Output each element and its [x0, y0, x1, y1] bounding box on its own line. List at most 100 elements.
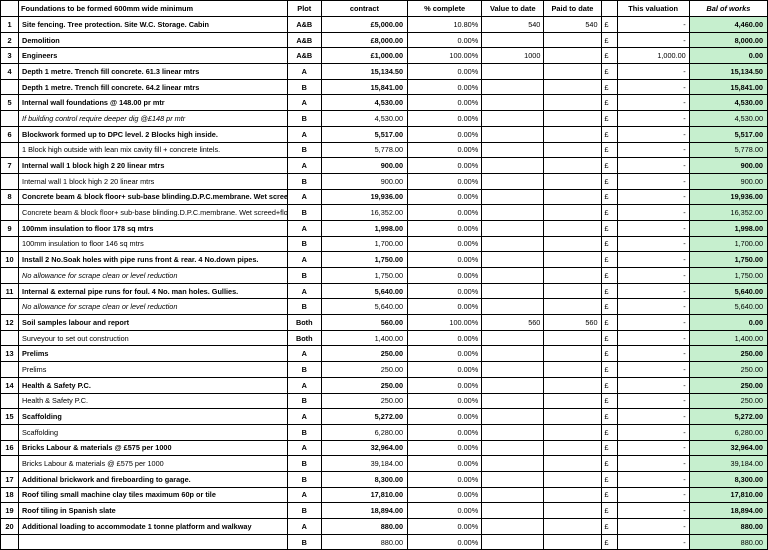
row-description: Concrete beam & block floor+ sub-base bl…: [18, 188, 288, 206]
row-index: 11: [0, 282, 20, 300]
row-percent-complete: 0.00%: [407, 376, 483, 394]
row-description: Internal wall 1 block high 2 20 linear m…: [18, 157, 288, 174]
row-balance-of-works: 1,750.00: [688, 251, 768, 268]
row-description: Internal & external pipe runs for foul. …: [18, 282, 288, 300]
row-plot: A&B: [286, 16, 322, 33]
row-paid-to-date: [543, 392, 602, 410]
row-paid-to-date: [543, 78, 602, 96]
row-value-to-date: [481, 188, 545, 206]
row-percent-complete: 0.00%: [407, 251, 483, 268]
row-contract: 1,750.00: [320, 251, 409, 268]
row-this-valuation: -: [616, 204, 690, 221]
row-percent-complete: 0.00%: [407, 188, 483, 206]
row-percent-complete: 0.00%: [407, 470, 483, 488]
row-description: Health & Safety P.C.: [18, 376, 288, 394]
row-percent-complete: 0.00%: [407, 533, 483, 550]
row-index: 3: [0, 47, 20, 65]
row-percent-complete: 0.00%: [407, 423, 483, 441]
row-index: 18: [0, 486, 20, 504]
row-description: Depth 1 metre. Trench fill concrete. 64.…: [18, 78, 288, 96]
row-balance-of-works: 250.00: [688, 345, 768, 363]
row-percent-complete: 0.00%: [407, 408, 483, 425]
row-contract: 16,352.00: [320, 204, 409, 221]
row-this-valuation: -: [616, 235, 690, 253]
row-percent-complete: 100.00%: [407, 314, 483, 331]
row-currency-symbol: £: [600, 392, 618, 410]
row-description: Bricks Labour & materials @ £575 per 100…: [18, 439, 288, 457]
row-contract: 250.00: [320, 361, 409, 378]
row-balance-of-works: 4,530.00: [688, 110, 768, 127]
row-this-valuation: -: [616, 392, 690, 410]
row-this-valuation: -: [616, 141, 690, 159]
table-row: 14 Health & Safety P.C. A 250.00 0.00% £ -250.…: [0, 376, 768, 394]
row-paid-to-date: [543, 141, 602, 159]
table-row: Bricks Labour & materials @ £575 per 100…: [0, 455, 768, 472]
row-value-to-date: [481, 172, 545, 190]
row-value-to-date: [481, 439, 545, 457]
row-percent-complete: 0.00%: [407, 31, 483, 49]
row-this-valuation: -: [616, 298, 690, 316]
row-currency-symbol: £: [600, 94, 618, 112]
row-plot: Both: [286, 329, 322, 347]
table-row: 9 100mm insulation to floor 178 sq mtrs A 1…: [0, 219, 768, 237]
row-paid-to-date: [543, 47, 602, 65]
row-value-to-date: [481, 486, 545, 504]
row-plot: B: [286, 455, 322, 472]
row-currency-symbol: £: [600, 486, 618, 504]
row-value-to-date: [481, 502, 545, 519]
row-percent-complete: 0.00%: [407, 141, 483, 159]
row-this-valuation: -: [616, 94, 690, 112]
row-plot: A: [286, 188, 322, 206]
row-this-valuation: -: [616, 376, 690, 394]
row-value-to-date: [481, 94, 545, 112]
row-index: 6: [0, 125, 20, 143]
row-description: Scaffolding: [18, 423, 288, 441]
row-paid-to-date: [543, 518, 602, 535]
row-value-to-date: [481, 376, 545, 394]
row-balance-of-works: 8,000.00: [688, 31, 768, 49]
row-balance-of-works: 880.00: [688, 533, 768, 550]
row-percent-complete: 0.00%: [407, 455, 483, 472]
row-description: Health & Safety P.C.: [18, 392, 288, 410]
row-value-to-date: [481, 329, 545, 347]
row-percent-complete: 0.00%: [407, 204, 483, 221]
row-plot: A&B: [286, 31, 322, 49]
row-this-valuation: -: [616, 470, 690, 488]
row-plot: A: [286, 157, 322, 174]
row-paid-to-date: [543, 172, 602, 190]
row-paid-to-date: [543, 486, 602, 504]
row-paid-to-date: [543, 31, 602, 49]
row-this-valuation: -: [616, 455, 690, 472]
table-row: 6 Blockwork formed up to DPC level. 2 Blo…: [0, 125, 768, 143]
row-plot: B: [286, 267, 322, 284]
row-plot: A&B: [286, 47, 322, 65]
row-plot: B: [286, 298, 322, 316]
row-this-valuation: -: [616, 486, 690, 504]
header-this-valuation: This valuation: [616, 0, 690, 17]
row-paid-to-date: [543, 470, 602, 488]
row-plot: B: [286, 172, 322, 190]
row-description: Surveyour to set out construction: [18, 329, 288, 347]
row-this-valuation: -: [616, 110, 690, 127]
row-this-valuation: -: [616, 251, 690, 268]
row-plot: A: [286, 518, 322, 535]
row-currency-symbol: £: [600, 204, 618, 221]
row-currency-symbol: £: [600, 63, 618, 80]
row-percent-complete: 0.00%: [407, 267, 483, 284]
row-contract: 900.00: [320, 172, 409, 190]
table-row: Depth 1 metre. Trench fill concrete. 64.…: [0, 78, 768, 96]
row-paid-to-date: [543, 329, 602, 347]
row-this-valuation: -: [616, 63, 690, 80]
row-index: [0, 267, 20, 284]
row-currency-symbol: £: [600, 188, 618, 206]
row-currency-symbol: £: [600, 314, 618, 331]
row-paid-to-date: [543, 125, 602, 143]
row-percent-complete: 0.00%: [407, 298, 483, 316]
row-contract: 250.00: [320, 376, 409, 394]
table-row: 2 Demolition A&B £8,000.00 0.00% £ -8,000.00: [0, 31, 768, 49]
row-index: 5: [0, 94, 20, 112]
row-this-valuation: -: [616, 329, 690, 347]
table-row: 4 Depth 1 metre. Trench fill concrete. 61…: [0, 63, 768, 80]
row-contract: 19,936.00: [320, 188, 409, 206]
row-index: [0, 110, 20, 127]
